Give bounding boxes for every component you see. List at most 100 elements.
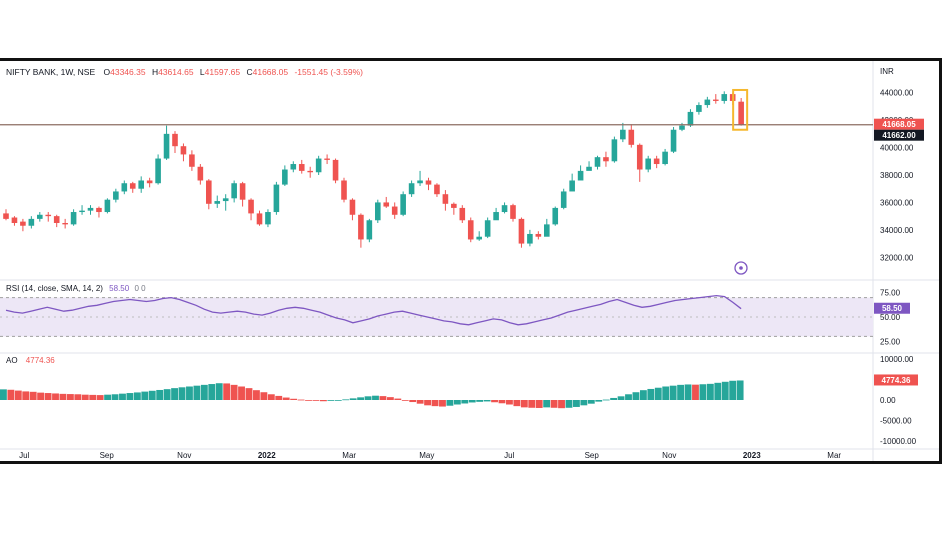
- ao-bar: [238, 386, 245, 400]
- open-value: 43346.35: [110, 67, 146, 77]
- ao-bar: [565, 400, 573, 408]
- high-value: 43614.65: [158, 67, 194, 77]
- ao-bar: [416, 400, 424, 404]
- price-tick-label: 40000.00: [880, 144, 914, 153]
- ao-bar: [282, 397, 290, 400]
- ao-bar: [52, 393, 59, 400]
- candle-body: [493, 212, 499, 221]
- candle-body: [501, 205, 508, 213]
- candle-body: [146, 180, 153, 184]
- ao-tick-label: -5000.00: [880, 416, 912, 425]
- candle-body: [20, 221, 26, 226]
- candle-body: [87, 207, 94, 211]
- line-price-badge: 41662.00: [874, 129, 924, 141]
- rsi-legend-extra: 0 0: [134, 284, 146, 293]
- candle-body: [332, 159, 339, 181]
- last-price-badge: 41668.05: [874, 118, 924, 130]
- ao-bar: [550, 400, 558, 408]
- candle-body: [400, 194, 406, 215]
- ao-bar: [528, 400, 536, 408]
- candle-body: [138, 180, 144, 189]
- currency-label: INR: [880, 67, 894, 76]
- rsi-tick-label: 75.00: [880, 289, 901, 298]
- candle-body: [628, 129, 635, 145]
- ao-bar: [736, 380, 744, 400]
- ao-bar: [625, 394, 632, 400]
- ao-bar: [580, 400, 588, 406]
- event-marker-icon[interactable]: [734, 261, 748, 275]
- candle-body: [391, 206, 398, 215]
- candle-body: [214, 201, 221, 204]
- ao-bar: [677, 384, 685, 400]
- candle-body: [645, 158, 651, 170]
- ao-bar: [81, 394, 89, 400]
- ao-bar: [498, 400, 506, 404]
- line-price-badge-text: 41662.00: [882, 131, 916, 140]
- ao-bar: [178, 387, 186, 400]
- ao-bar: [74, 394, 82, 400]
- ao-bar: [409, 400, 417, 403]
- svg-text:NIFTY BANK, 1W, NSE O433: NIFTY BANK, 1W, NSE O43346.35 H43614.65 …: [6, 67, 363, 77]
- low-label: L: [200, 67, 205, 77]
- ao-bar: [364, 396, 372, 400]
- ao-bar: [610, 397, 618, 400]
- candle-body: [53, 216, 60, 223]
- ao-bar: [290, 398, 298, 400]
- time-axis-label: Jul: [19, 451, 29, 460]
- chart-frame: NIFTY BANK, 1W, NSE O43346.35 H43614.65 …: [0, 58, 942, 464]
- rsi-badge-text: 58.50: [882, 304, 903, 313]
- symbol-title: NIFTY BANK, 1W, NSE: [6, 67, 95, 77]
- ao-bar: [572, 400, 580, 407]
- candle-body: [248, 199, 254, 214]
- highlight-box: [732, 88, 749, 131]
- ao-bar: [133, 392, 141, 400]
- candle-body: [383, 202, 390, 207]
- candle-body: [172, 133, 178, 147]
- candle-body: [544, 224, 550, 237]
- candle-body: [3, 213, 9, 219]
- candle-body: [425, 180, 432, 185]
- candle-body: [721, 94, 728, 101]
- candle-body: [222, 198, 229, 202]
- time-axis-label: Sep: [100, 451, 115, 460]
- ao-bar: [349, 398, 357, 400]
- candle-body: [738, 101, 744, 125]
- ao-bar: [483, 400, 491, 402]
- time-axis-label: Jul: [504, 451, 514, 460]
- ao-bar: [119, 393, 126, 400]
- rsi-legend-value: 58.50: [109, 284, 130, 293]
- ao-bar: [357, 397, 365, 400]
- ao-bar: [22, 391, 30, 400]
- ao-bar: [319, 400, 327, 402]
- ao-bar: [253, 390, 260, 400]
- ao-bar: [699, 384, 707, 400]
- candle-body: [560, 191, 567, 208]
- ao-bar: [193, 385, 201, 400]
- ao-bar: [37, 392, 45, 400]
- ao-bar: [520, 400, 528, 408]
- ao-bar: [44, 393, 52, 400]
- candle-body: [510, 205, 516, 219]
- candle-body: [476, 236, 482, 240]
- candle-body: [518, 218, 525, 244]
- ao-bar: [230, 384, 238, 400]
- svg-text:AO 4774.36: AO 4774.36: [6, 356, 55, 365]
- candle-body: [569, 180, 575, 192]
- rsi-band: [0, 297, 873, 337]
- ao-bar: [669, 385, 677, 400]
- ao-badge-text: 4774.36: [882, 376, 911, 385]
- ao-bar: [647, 388, 655, 400]
- ao-bar: [141, 391, 149, 400]
- candle-body: [535, 233, 542, 237]
- candle-body: [129, 183, 136, 189]
- candle-body: [163, 133, 170, 159]
- ao-bar: [267, 394, 275, 400]
- ao-legend: AO: [6, 356, 18, 365]
- candle-body: [620, 129, 626, 140]
- ao-bar: [96, 395, 104, 400]
- price-tick-label: 44000.00: [880, 89, 914, 98]
- ao-bar: [327, 400, 335, 401]
- change-value: -1551.45 (-3.59%): [294, 67, 363, 77]
- ao-bar: [468, 400, 476, 403]
- ao-bar: [394, 398, 402, 400]
